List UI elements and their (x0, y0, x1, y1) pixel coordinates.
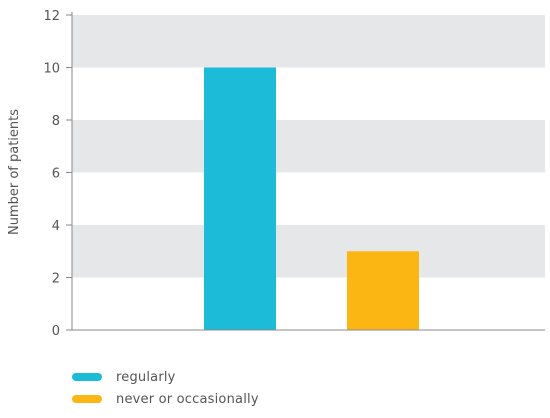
legend-item-regularly: regularly (72, 366, 259, 388)
bar-never-or-occasionally (347, 251, 419, 330)
legend-swatch-never-or-occasionally (72, 395, 102, 403)
legend-item-never-or-occasionally: never or occasionally (72, 388, 259, 410)
bar-regularly (204, 67, 276, 330)
legend-label-regularly: regularly (116, 369, 176, 385)
y-tick-label: 4 (52, 219, 60, 234)
grid-bands (72, 15, 545, 278)
y-axis: 0 2 4 6 8 10 12 (43, 9, 545, 339)
y-tick-label: 12 (43, 9, 60, 24)
grid-band (72, 120, 545, 173)
y-tick-label: 2 (52, 272, 60, 287)
legend-swatch-regularly (72, 373, 102, 381)
y-axis-title: Number of patients (7, 109, 22, 235)
legend: regularly never or occasionally (72, 366, 259, 410)
grid-band (72, 225, 545, 278)
y-tick-label: 0 (52, 324, 60, 339)
bar-chart: 0 2 4 6 8 10 12 Number of patients (7, 9, 545, 339)
grid-band (72, 15, 545, 68)
y-tick-label: 6 (52, 167, 60, 182)
bars (204, 67, 419, 330)
y-tick-label: 10 (43, 62, 60, 77)
y-tick-label: 8 (52, 114, 60, 129)
legend-label-never-or-occasionally: never or occasionally (116, 391, 259, 407)
